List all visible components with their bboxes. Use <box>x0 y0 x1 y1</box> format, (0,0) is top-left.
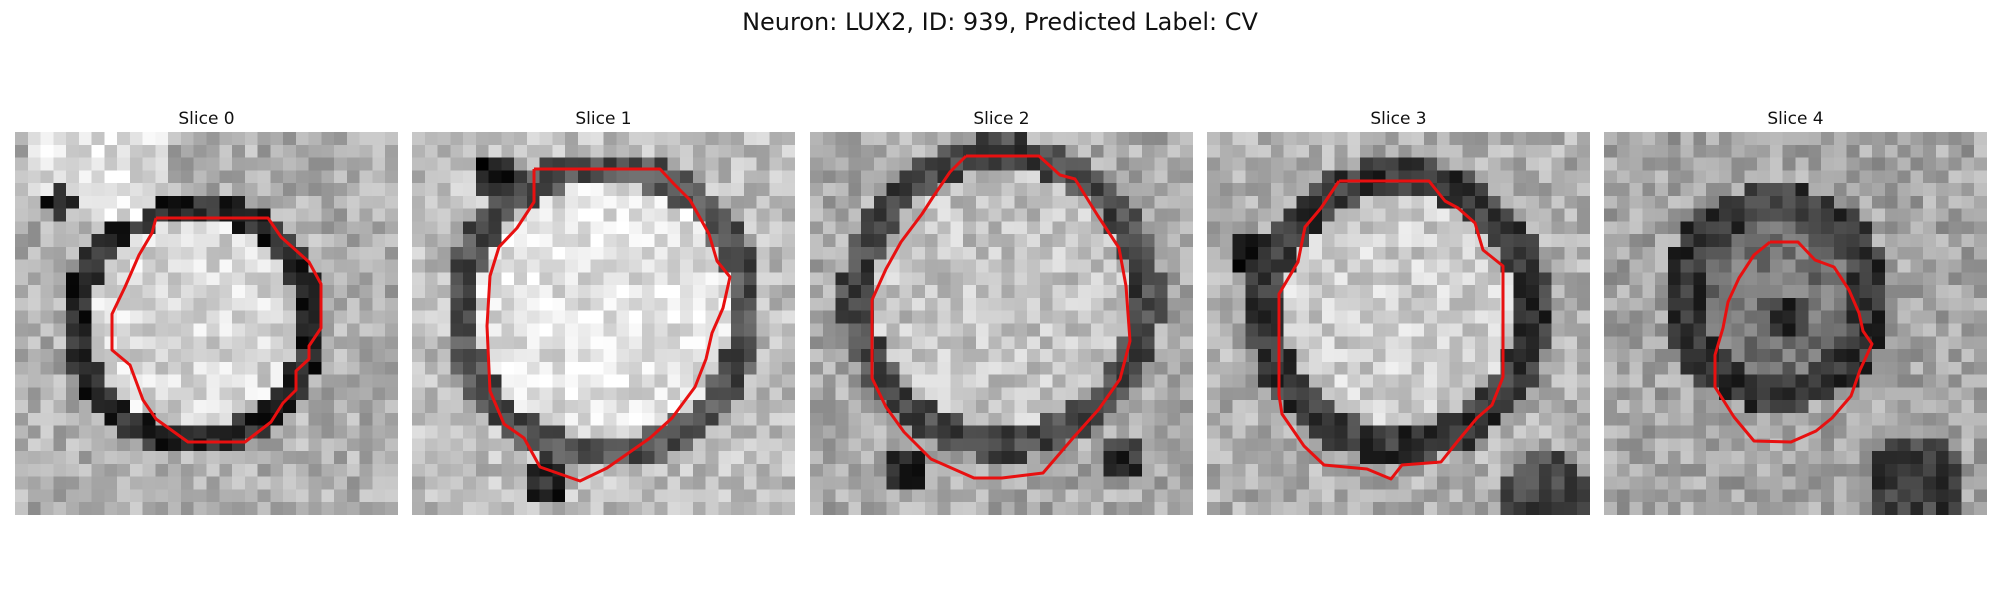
segmentation-contour-1 <box>485 167 732 483</box>
slice-image-4 <box>1604 132 1987 515</box>
segmentation-contour-3 <box>1277 179 1505 481</box>
slice-image-1 <box>412 132 795 515</box>
figure-title: Neuron: LUX2, ID: 939, Predicted Label: … <box>742 8 1258 36</box>
em-image-0 <box>15 132 398 515</box>
slice-title-3: Slice 3 <box>1370 109 1427 129</box>
slice-title-0: Slice 0 <box>178 109 235 129</box>
em-image-4 <box>1604 132 1987 515</box>
slice-panel-4: Slice 4 <box>1604 106 1987 515</box>
slice-panel-1: Slice 1 <box>412 106 795 515</box>
em-image-1 <box>412 132 795 515</box>
slice-image-0 <box>15 132 398 515</box>
slice-title-2: Slice 2 <box>973 109 1030 129</box>
slice-image-3 <box>1207 132 1590 515</box>
em-image-3 <box>1207 132 1590 515</box>
slice-title-4: Slice 4 <box>1767 109 1824 129</box>
slice-image-2 <box>810 132 1193 515</box>
slice-title-1: Slice 1 <box>575 109 632 129</box>
segmentation-contour-0 <box>110 216 323 444</box>
segmentation-contour-2 <box>870 154 1132 480</box>
slice-panel-0: Slice 0 <box>15 106 398 515</box>
segmentation-contour-4 <box>1713 240 1874 444</box>
slice-panel-2: Slice 2 <box>810 106 1193 515</box>
slice-panel-3: Slice 3 <box>1207 106 1590 515</box>
